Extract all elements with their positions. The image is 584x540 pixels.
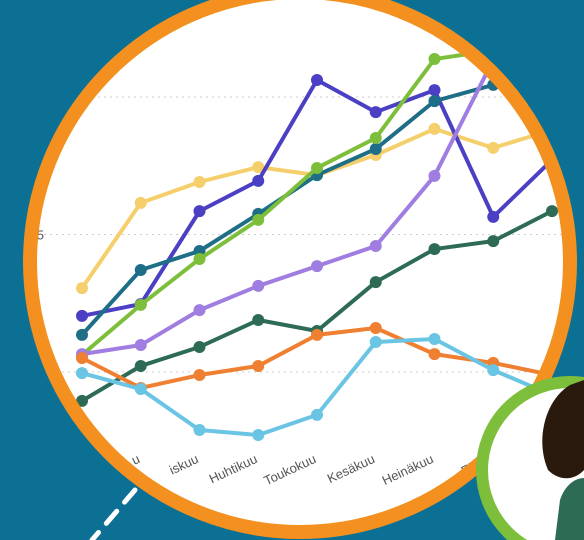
point (369, 336, 382, 349)
avatar (476, 376, 584, 540)
point (487, 364, 500, 377)
point (428, 53, 441, 66)
point (252, 314, 265, 327)
y-tick-label: 5 (37, 228, 44, 243)
avatar-hair (542, 380, 584, 479)
point (252, 279, 265, 292)
point (428, 243, 441, 256)
point (311, 328, 323, 341)
point (369, 131, 382, 144)
point (487, 141, 500, 154)
point (428, 333, 441, 345)
point (428, 84, 441, 97)
point (76, 394, 88, 407)
dashed-stroke (89, 487, 138, 540)
point (193, 304, 206, 317)
point (369, 276, 382, 289)
point (193, 369, 206, 382)
point (252, 161, 265, 174)
point (311, 408, 323, 421)
point (76, 309, 88, 322)
point (134, 339, 147, 352)
point (428, 348, 441, 361)
point (487, 210, 500, 223)
point (134, 383, 147, 396)
point (134, 298, 147, 311)
orange-ring (23, 0, 577, 539)
avatar-shirt (555, 478, 584, 540)
point (252, 213, 265, 226)
point (369, 322, 382, 334)
point (76, 351, 88, 364)
point (311, 260, 323, 273)
point (252, 359, 265, 372)
point (428, 169, 441, 182)
point (193, 252, 206, 265)
point (193, 340, 206, 353)
point (369, 142, 382, 155)
point (134, 263, 147, 276)
point (193, 424, 206, 437)
point (311, 161, 323, 174)
point (76, 367, 88, 380)
point (546, 205, 558, 218)
point (134, 196, 147, 209)
point (311, 73, 323, 86)
point (193, 205, 206, 218)
point (369, 240, 382, 253)
point (369, 106, 382, 119)
point (428, 95, 441, 108)
point (193, 175, 206, 188)
point (487, 235, 500, 248)
point (252, 428, 265, 441)
point (134, 359, 147, 372)
point (428, 122, 441, 135)
point (76, 328, 88, 341)
point (252, 174, 265, 187)
point (76, 282, 88, 295)
